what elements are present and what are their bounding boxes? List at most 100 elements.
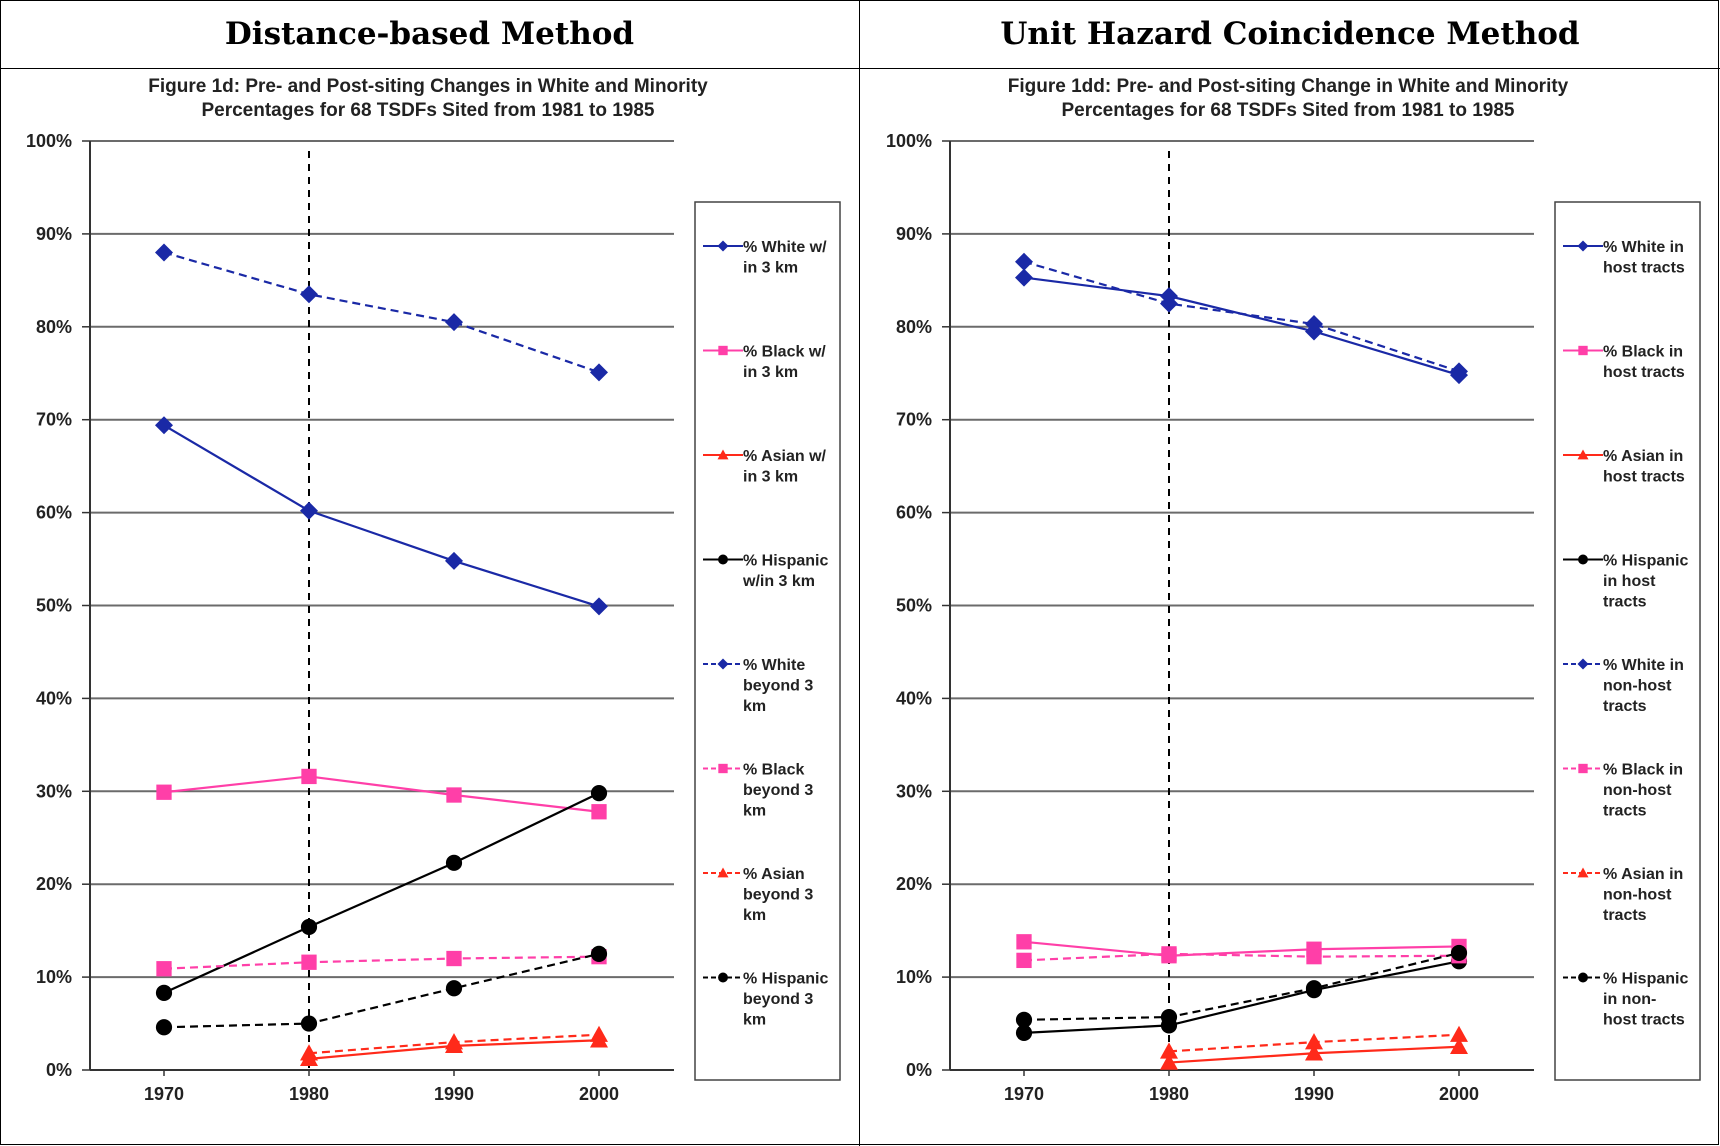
data-point: [590, 1025, 608, 1042]
series-line: [163, 955, 600, 970]
legend-label: tracts: [1603, 594, 1647, 611]
series-7: [1015, 944, 1468, 1028]
y-tick-label: 40%: [36, 688, 72, 708]
legend-label: % White: [743, 657, 805, 674]
x-tick-label: 1990: [434, 1084, 474, 1104]
legend-label: beyond 3: [743, 887, 813, 904]
data-point: [155, 416, 173, 435]
data-point: [445, 854, 463, 871]
data-point: [590, 785, 608, 802]
legend-label: km: [743, 907, 766, 924]
data-point: [590, 945, 608, 962]
y-tick-label: 30%: [896, 781, 932, 801]
data-point: [301, 768, 317, 785]
y-tick-label: 100%: [886, 131, 932, 151]
legend-item: % Asian in non-host tracts: [1563, 866, 1683, 924]
series-line: [163, 792, 600, 994]
data-point: [1161, 946, 1177, 962]
series-4: [155, 243, 608, 382]
x-tick-label: 1990: [1294, 1084, 1334, 1104]
data-point: [1305, 1033, 1323, 1050]
series-7: [155, 945, 608, 1036]
series-line: [163, 251, 600, 374]
series-line: [1023, 960, 1460, 1034]
legend-item: % Black in host tracts: [1563, 344, 1685, 381]
legend-label: km: [743, 698, 766, 715]
y-tick-label: 80%: [36, 317, 72, 337]
x-tick-label: 1970: [1004, 1084, 1044, 1104]
y-tick-label: 80%: [896, 317, 932, 337]
legend-swatch-marker: [718, 972, 728, 983]
left-panel-header: Distance-based Method: [224, 16, 635, 52]
series-line: [1023, 951, 1460, 1021]
series-3: [155, 785, 608, 1001]
data-point: [300, 285, 318, 304]
legend-label: host tracts: [1603, 1012, 1685, 1029]
legend-item: % White w/in 3 km: [703, 239, 827, 277]
legend-label: in non-: [1603, 991, 1656, 1008]
legend-label: non-host: [1603, 782, 1672, 799]
y-tick-label: 30%: [36, 781, 72, 801]
y-tick-label: 90%: [896, 224, 932, 244]
x-tick-label: 2000: [1439, 1084, 1479, 1104]
data-point: [445, 1033, 463, 1050]
x-tick-label: 1980: [289, 1084, 329, 1104]
data-point: [301, 954, 317, 970]
data-point: [1015, 1011, 1033, 1028]
legend-label: % Hispanic: [1603, 553, 1688, 570]
y-tick-label: 10%: [36, 967, 72, 987]
data-point: [156, 784, 172, 800]
series-line: [163, 952, 600, 1029]
legend-label: in host: [1603, 573, 1656, 590]
legend-label: host tracts: [1603, 469, 1685, 486]
legend-swatch-marker: [718, 345, 728, 356]
column-divider: [859, 0, 860, 1146]
legend-swatch-marker: [717, 240, 729, 252]
data-point: [300, 1015, 318, 1032]
data-point: [1016, 952, 1032, 969]
data-point: [590, 597, 608, 616]
series-line: [1023, 260, 1460, 373]
legend-label: % White in: [1603, 239, 1684, 256]
legend-item: % Black w/in 3 km: [703, 344, 826, 381]
chart-title: Figure 1d: Pre- and Post-siting Changes …: [148, 76, 708, 97]
legend-swatch-marker: [1578, 345, 1588, 356]
data-point: [590, 363, 608, 382]
legend-label: tracts: [1603, 698, 1647, 715]
header-divider: [0, 68, 1720, 69]
distance-based-chart: Figure 1d: Pre- and Post-siting Changes …: [26, 76, 841, 1104]
legend-label: in 3 km: [743, 260, 798, 277]
legend-label: % Hispanic: [743, 553, 828, 570]
data-point: [1305, 980, 1323, 997]
legend-label: beyond 3: [743, 782, 813, 799]
legend-label: non-host: [1603, 887, 1672, 904]
legend-item: % Hispanic beyond 3 km: [703, 971, 828, 1029]
data-point: [445, 980, 463, 997]
y-tick-label: 10%: [896, 967, 932, 987]
series-line: [1023, 952, 1460, 962]
x-tick-label: 1980: [1149, 1084, 1189, 1104]
data-point: [155, 984, 173, 1001]
y-tick-label: 50%: [896, 596, 932, 616]
data-point: [446, 787, 462, 803]
y-tick-label: 20%: [896, 874, 932, 894]
legend-label: beyond 3: [743, 678, 813, 695]
legend-box: [694, 201, 841, 1081]
data-point: [155, 243, 173, 262]
legend-label: in 3 km: [743, 364, 798, 381]
legend-label: host tracts: [1603, 364, 1685, 381]
legend-swatch-marker: [717, 449, 729, 460]
series-line: [163, 424, 600, 608]
legend-label: % Asian in: [1603, 866, 1683, 883]
data-point: [1016, 934, 1032, 950]
legend-label: % White in: [1603, 657, 1684, 674]
legend-label: km: [743, 1012, 766, 1029]
data-point: [445, 551, 463, 570]
legend-swatch-marker: [1578, 763, 1588, 774]
y-tick-label: 100%: [26, 131, 72, 151]
legend-item: % Asian in host tracts: [1563, 448, 1685, 486]
y-tick-label: 50%: [36, 596, 72, 616]
y-tick-label: 20%: [36, 874, 72, 894]
legend-item: % Black in non-host tracts: [1563, 762, 1683, 820]
legend-label: % Asian w/: [743, 448, 827, 465]
